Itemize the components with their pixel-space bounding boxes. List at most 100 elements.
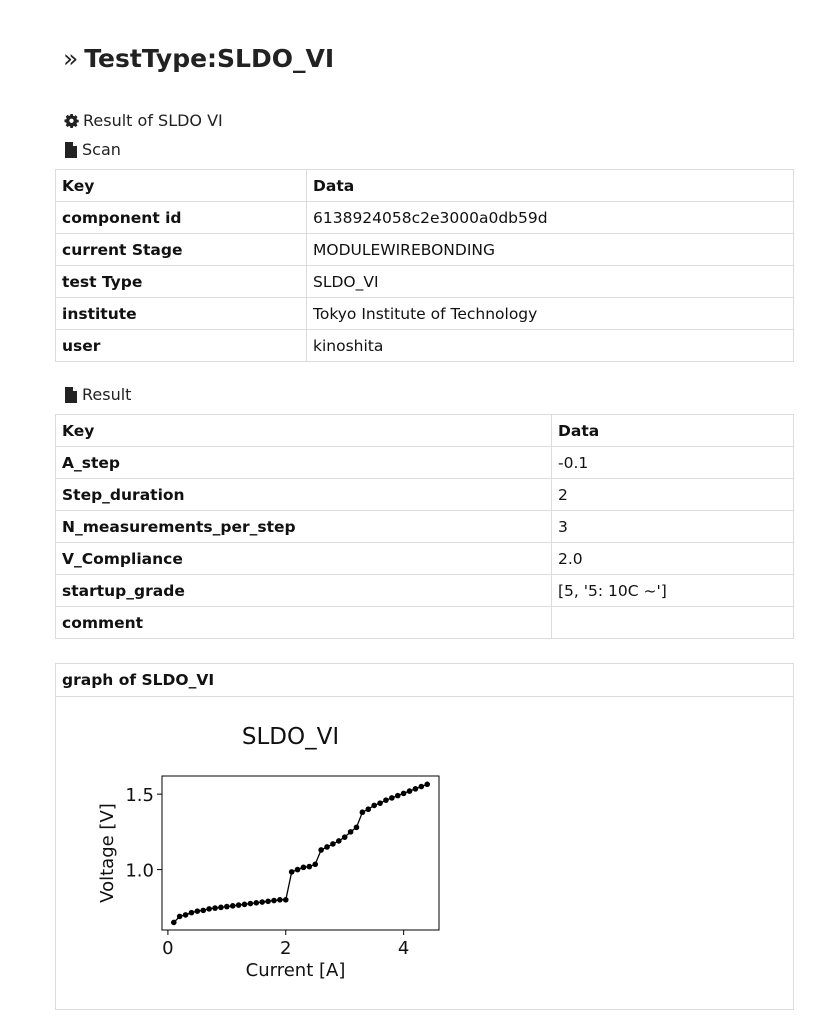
scan-key: component id	[55, 201, 307, 234]
data-point	[188, 909, 195, 916]
scan-key: current Stage	[55, 233, 307, 266]
result-value: [5, '5: 10C ~']	[551, 574, 794, 607]
header-data: Data	[306, 169, 794, 202]
scan-key: test Type	[55, 265, 307, 298]
x-tick-label: 0	[162, 938, 173, 959]
data-point	[182, 912, 189, 918]
data-point	[359, 809, 366, 816]
x-tick-label: 2	[280, 938, 291, 959]
data-point	[253, 900, 260, 906]
data-point	[212, 905, 218, 911]
result-value	[551, 606, 794, 639]
data-point	[336, 838, 342, 844]
table-row: Step_duration 2	[55, 478, 794, 511]
header-key: Key	[55, 169, 307, 202]
data-point	[300, 864, 307, 871]
table-row: N_measurements_per_step 3	[55, 510, 794, 543]
table-row: test Type SLDO_VI	[55, 265, 794, 298]
result-value: 2	[551, 478, 794, 511]
data-point	[176, 913, 183, 920]
table-row: institute Tokyo Institute of Technology	[55, 297, 794, 330]
data-point	[318, 847, 324, 853]
data-point	[235, 902, 242, 908]
data-point	[418, 783, 425, 790]
result-key: N_measurements_per_step	[55, 510, 552, 543]
data-point	[271, 897, 277, 904]
data-point	[294, 866, 301, 873]
graph-panel: graph of SLDO_VI SLDO_VI 0 2 4 1.0 1.5 Current…	[55, 663, 794, 1010]
scan-value: SLDO_VI	[306, 265, 794, 298]
table-header-row: Key Data	[55, 414, 794, 447]
data-point	[224, 903, 230, 910]
scan-value: Tokyo Institute of Technology	[306, 297, 794, 330]
sldo-vi-chart: SLDO_VI 0 2 4 1.0 1.5 Current [A] Voltage [V]	[97, 724, 440, 981]
data-point	[229, 903, 236, 909]
table-row: user kinoshita	[55, 329, 794, 362]
result-table: Key Data A_step -0.1 Step_duration 2 N_measu…	[55, 414, 794, 639]
data-point	[424, 781, 431, 788]
data-point	[247, 900, 254, 907]
result-label: Result	[82, 385, 132, 404]
data-point	[353, 824, 360, 831]
result-key: Step_duration	[55, 478, 552, 511]
x-axis-label: Current [A]	[246, 960, 346, 981]
table-row: startup_grade [5, '5: 10C ~']	[55, 574, 794, 607]
data-point	[365, 806, 372, 813]
data-point	[218, 904, 224, 911]
plot-frame	[161, 775, 440, 931]
series-line	[173, 783, 428, 923]
data-point	[324, 844, 330, 850]
page-title: » TestType:SLDO_VI	[63, 44, 334, 73]
data-point	[282, 897, 289, 903]
data-point	[288, 869, 295, 875]
graph-header: graph of SLDO_VI	[56, 664, 793, 697]
result-value: 3	[551, 510, 794, 543]
data-point	[306, 863, 313, 870]
data-point	[277, 897, 283, 903]
y-tick-label: 1.0	[125, 861, 154, 882]
gear-icon	[64, 113, 79, 128]
result-link-label: Result of SLDO VI	[83, 111, 223, 130]
x-tick-label: 4	[398, 938, 409, 959]
table-row: comment	[55, 606, 794, 639]
table-row: A_step -0.1	[55, 446, 794, 479]
chart-title: SLDO_VI	[242, 724, 339, 750]
data-point	[377, 800, 383, 806]
data-point	[170, 919, 177, 926]
table-row: V_Compliance 2.0	[55, 542, 794, 575]
data-point	[400, 790, 407, 797]
data-point	[371, 802, 377, 809]
scan-value: kinoshita	[306, 329, 794, 362]
result-link[interactable]: Result of SLDO VI	[64, 111, 223, 130]
table-header-row: Key Data	[55, 169, 794, 202]
result-value: 2.0	[551, 542, 794, 575]
data-point	[412, 786, 419, 792]
result-key: A_step	[55, 446, 552, 479]
result-key: startup_grade	[55, 574, 552, 607]
chevron-icon: »	[63, 44, 79, 73]
data-point	[394, 792, 401, 799]
page-title-text: TestType:SLDO_VI	[84, 44, 335, 73]
table-row: component id 6138924058c2e3000a0db59d	[55, 201, 794, 234]
scan-key: user	[55, 329, 307, 362]
data-point	[194, 908, 201, 914]
data-point	[265, 898, 271, 905]
scan-label: Scan	[82, 140, 121, 159]
result-value: -0.1	[551, 446, 794, 479]
scan-value: MODULEWIREBONDING	[306, 233, 794, 266]
data-point	[347, 829, 354, 835]
header-key: Key	[55, 414, 552, 447]
scan-value: 6138924058c2e3000a0db59d	[306, 201, 794, 234]
data-point	[200, 907, 207, 914]
file-icon	[65, 141, 77, 158]
data-point	[389, 795, 395, 801]
data-point	[206, 906, 212, 912]
table-row: current Stage MODULEWIREBONDING	[55, 233, 794, 266]
data-point	[259, 899, 265, 905]
scan-table: Key Data component id 6138924058c2e3000a0…	[55, 169, 794, 362]
data-point	[383, 797, 389, 803]
scan-heading: Scan	[64, 140, 121, 159]
data-point	[330, 841, 336, 847]
data-point	[241, 901, 248, 908]
result-key: comment	[55, 606, 552, 639]
